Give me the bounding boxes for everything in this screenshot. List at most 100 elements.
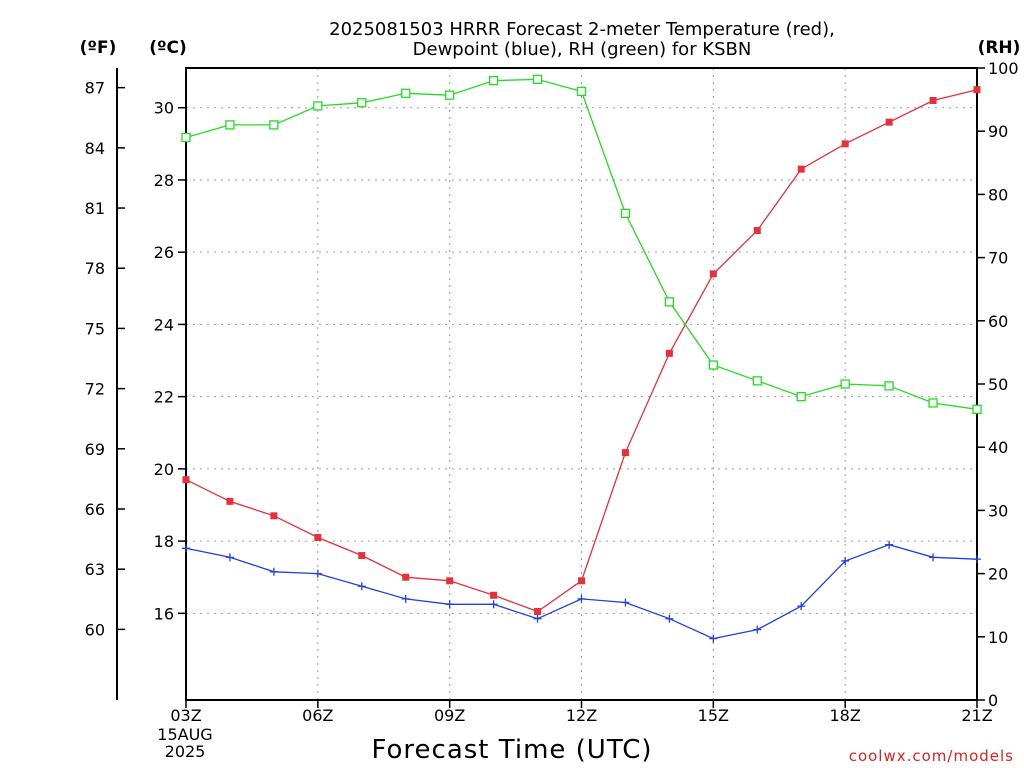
temperature-point [358,552,366,560]
x-tick-label: 18Z [830,706,861,725]
fahrenheit-tick-label: 72 [85,380,105,399]
fahrenheit-tick-label: 66 [85,500,105,519]
chart-title-line-1: 2025081503 HRRR Forecast 2-meter Tempera… [329,19,835,40]
rh-point [313,101,323,111]
fahrenheit-tick-label: 87 [85,79,105,98]
dewpoint-point [225,553,234,562]
temperature-point [446,577,454,585]
rh-point [752,376,762,386]
rh-tick-label: 0 [988,691,998,710]
rh-axis: 0 10 20 30 40 50 60 70 80 90 100 [977,59,1019,710]
dewpoint-point [665,614,674,623]
celsius-tick-label: 26 [154,243,174,262]
dewpoint-point [489,600,498,609]
fahrenheit-axis: 60 63 66 69 72 75 78 81 84 87 [85,79,125,639]
rh-point [488,75,499,86]
dewpoint-point [621,598,630,607]
x-tick-label: 12Z [566,706,597,725]
fahrenheit-tick-label: 81 [85,199,105,218]
chart-title: 2025081503 HRRR Forecast 2-meter Tempera… [329,19,835,60]
rh-point [532,74,543,85]
rh-point [181,132,191,143]
dewpoint-series [182,540,981,643]
dewpoint-point [533,614,542,623]
temperature-point [885,118,893,126]
rh-point [357,98,367,108]
time-axis: 03Z 06Z 09Z 12Z 15Z 18Z 21Z [170,700,993,725]
dewpoint-point [753,625,762,634]
temperature-point [226,497,234,505]
dewpoint-point [709,634,718,643]
rh-unit-label: (RH) [978,38,1021,58]
temperature-point [182,476,190,484]
rh-tick-label: 20 [988,565,1008,584]
celsius-tick-label: 20 [154,460,174,479]
rh-tick-label: 40 [988,438,1008,457]
celsius-tick-label: 22 [154,388,174,407]
temperature-point [797,165,805,173]
temperature-point [753,227,761,235]
dewpoint-point [885,540,894,549]
celsius-tick-label: 18 [154,532,174,551]
rh-point [664,297,675,307]
temperature-point [709,270,717,278]
rh-point [840,379,850,389]
celsius-tick-label: 16 [154,604,174,623]
temperature-point [314,533,322,541]
dewpoint-point [929,553,938,562]
temperature-series [182,86,981,616]
rh-point [708,360,718,370]
rh-tick-label: 100 [988,59,1019,78]
temperature-point [973,86,981,94]
dewpoint-point [973,555,981,564]
fahrenheit-tick-label: 78 [85,259,105,278]
rh-tick-label: 80 [988,185,1008,204]
x-tick-label: 21Z [961,706,992,725]
rh-tick-label: 30 [988,501,1008,520]
rh-point [796,391,806,402]
rh-point [269,120,279,130]
rh-point [884,381,894,391]
rh-tick-label: 60 [988,312,1008,331]
x-tick-label: 09Z [434,706,465,725]
rh-series [181,74,982,414]
dewpoint-point [841,556,850,565]
temperature-point [929,97,937,105]
rh-point [972,404,982,414]
temperature-point [578,577,585,585]
temperature-point [490,591,498,599]
rh-tick-label: 70 [988,249,1008,268]
x-tick-label: 06Z [302,706,333,725]
fahrenheit-tick-label: 69 [85,440,105,459]
celsius-tick-label: 30 [154,99,174,118]
temperature-point [270,512,278,520]
rh-point [401,88,411,98]
dewpoint-point [182,544,190,553]
dewpoint-point [269,567,278,576]
dewpoint-point [797,602,806,611]
dewpoint-point [401,594,410,603]
rh-point [620,208,631,219]
date-label-day: 15AUG [157,725,212,744]
celsius-unit-label: (ºC) [149,38,187,58]
chart-title-line-2: Dewpoint (blue), RH (green) for KSBN [413,39,752,60]
celsius-axis: 16 18 20 22 24 26 28 30 [154,99,186,623]
credit-text: coolwx.com/models [849,747,1014,765]
x-tick-label: 03Z [170,706,201,725]
rh-tick-label: 10 [988,628,1008,647]
rh-point [928,398,938,408]
rh-point [576,86,587,97]
temperature-point [665,349,673,357]
rh-tick-label: 50 [988,375,1008,394]
rh-tick-label: 90 [988,122,1008,141]
rh-point [445,90,455,100]
celsius-tick-label: 28 [154,171,174,190]
fahrenheit-unit-label: (ºF) [80,38,117,58]
dewpoint-point [357,582,366,591]
celsius-tick-label: 24 [154,315,174,334]
temperature-point [621,449,629,457]
date-label-year: 2025 [165,742,206,761]
temperature-point [402,573,410,581]
dewpoint-point [313,569,322,578]
